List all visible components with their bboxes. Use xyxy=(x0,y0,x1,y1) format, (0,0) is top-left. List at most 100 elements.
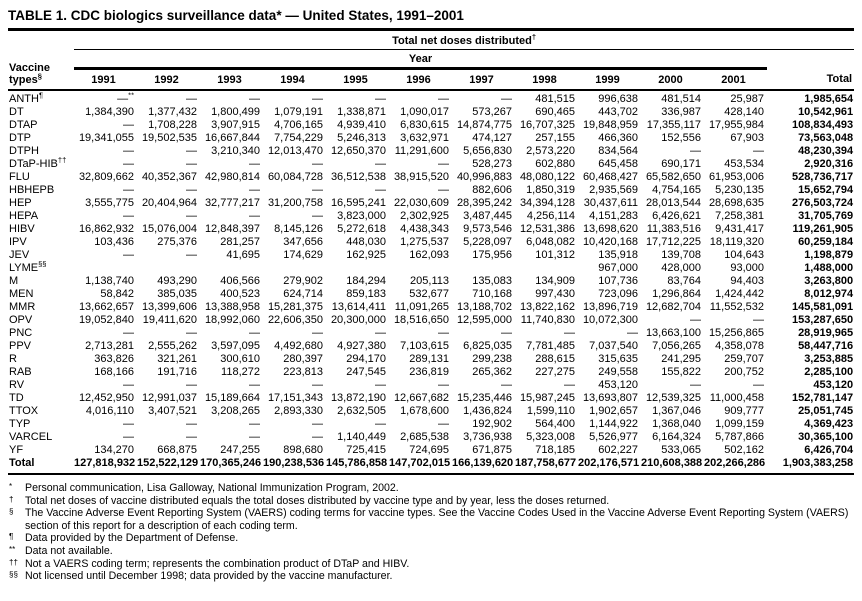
vaccine-name: LYME§§ xyxy=(9,259,47,274)
dose-cell: 2,685,538 xyxy=(400,431,449,443)
dose-cell: 4,706,165 xyxy=(274,119,323,131)
dose-cell: 710,168 xyxy=(472,288,512,300)
vaccine-name: DTaP-HIB†† xyxy=(9,155,67,170)
vaccine-name: DTPH xyxy=(9,145,39,157)
dose-cell: 443,702 xyxy=(598,106,638,118)
dose-cell: 93,000 xyxy=(730,262,764,274)
dose-cell: 22,030,609 xyxy=(393,197,449,209)
dose-cell xyxy=(326,262,389,275)
dose-cell: 42,980,814 xyxy=(204,171,260,183)
dose-cell: 175,956 xyxy=(472,249,512,261)
dose-cell: 18,516,650 xyxy=(393,314,449,326)
dose-cell: 294,170 xyxy=(346,353,386,365)
dose-cell: 15,987,245 xyxy=(519,392,575,404)
vaccine-name: YF xyxy=(9,444,24,456)
row-total-cell: 145,581,091 xyxy=(791,301,854,313)
table-row: DTPH — — 3,210,340 12,013,470 12,650,370 11,29… xyxy=(8,145,854,158)
row-total-cell: 4,369,423 xyxy=(804,418,854,430)
dose-cell: 13,188,702 xyxy=(456,301,512,313)
table-row: M 1,138,740 493,290 406,566 279,902 184,294 20… xyxy=(8,275,854,288)
dose-cell: 3,555,775 xyxy=(85,197,134,209)
dose-cell: 8,145,126 xyxy=(274,223,323,235)
dose-cell: — xyxy=(438,158,449,170)
row-total-cell: 1,985,654 xyxy=(804,93,854,105)
dose-cell: 5,526,977 xyxy=(589,431,638,443)
dose-cell: 1,902,657 xyxy=(589,405,638,417)
dose-cell: — xyxy=(186,249,197,261)
dose-cell: 192,902 xyxy=(472,418,512,430)
footnote-text: Personal communication, Lisa Galloway, N… xyxy=(25,482,399,494)
row-total-cell: 3,263,800 xyxy=(804,275,854,287)
dose-cell: 11,383,516 xyxy=(646,223,701,235)
vaccine-name: DT xyxy=(9,106,24,118)
surveillance-table: Vaccine types§ Total net doses distribut… xyxy=(8,31,855,475)
dose-cell xyxy=(200,262,263,275)
row-total-cell: 58,447,716 xyxy=(798,340,854,352)
dose-cell xyxy=(74,262,137,275)
dose-cell: — xyxy=(690,145,701,157)
vaccine-name: MMR xyxy=(9,301,36,313)
dose-cell: 34,394,128 xyxy=(519,197,575,209)
dose-cell: — xyxy=(186,431,197,443)
row-total-cell: 48,230,394 xyxy=(798,145,854,157)
dose-cell: 227,275 xyxy=(535,366,575,378)
dose-cell: 118,272 xyxy=(221,366,260,378)
dose-cell: 67,903 xyxy=(730,132,764,144)
dose-cell: 602,880 xyxy=(535,158,575,170)
table-row: R 363,826 321,261 300,610 280,397 294,170 289,… xyxy=(8,353,854,366)
dose-cell: 6,048,082 xyxy=(526,236,575,248)
dose-cell: 1,850,319 xyxy=(526,184,575,196)
dose-cell: — xyxy=(438,327,449,339)
dose-cell: 1,708,228 xyxy=(148,119,197,131)
dose-cell: 13,388,958 xyxy=(204,301,260,313)
dose-cell: 4,939,410 xyxy=(337,119,386,131)
dose-cell: 223,813 xyxy=(283,366,323,378)
vaccine-name: R xyxy=(9,353,17,365)
table-row: YF 134,270 668,875 247,255 898,680 725,415 724… xyxy=(8,444,854,457)
dose-cell: 162,093 xyxy=(409,249,449,261)
table-title: TABLE 1. CDC biologics surveillance data… xyxy=(8,4,854,31)
dose-cell: 4,754,165 xyxy=(652,184,701,196)
dose-cell: 10,420,168 xyxy=(582,236,638,248)
dose-cell: 15,189,664 xyxy=(204,392,260,404)
row-total-cell: 152,781,147 xyxy=(791,392,854,404)
table-row: MEN 58,842 385,035 400,523 624,714 859,183 532… xyxy=(8,288,854,301)
dose-cell: 300,610 xyxy=(220,353,260,365)
dose-cell: — xyxy=(249,210,260,222)
dose-cell: 347,656 xyxy=(283,236,323,248)
table-row: HEP 3,555,775 20,404,964 32,777,217 31,200,7… xyxy=(8,197,854,210)
dose-cell: 12,650,370 xyxy=(330,145,386,157)
vaccine-footnote-mark: †† xyxy=(57,155,67,165)
dose-cell: — xyxy=(249,418,260,430)
table-row: IPV 103,436 275,376 281,257 347,656 448,030 1,… xyxy=(8,236,854,249)
dose-cell: 166,139,620 xyxy=(452,457,515,475)
dose-cell: 7,781,485 xyxy=(526,340,575,352)
dose-cell: 428,000 xyxy=(661,262,701,274)
vaccine-name: OPV xyxy=(9,314,33,326)
dose-cell: 13,662,657 xyxy=(78,301,134,313)
dose-cell: 4,927,380 xyxy=(337,340,386,352)
row-total-cell: 119,261,905 xyxy=(792,223,854,235)
dose-cell: 162,925 xyxy=(346,249,386,261)
dose-cell: 9,573,546 xyxy=(463,223,512,235)
total-row-label: Total xyxy=(8,457,74,475)
dose-cell: 15,256,865 xyxy=(708,327,764,339)
footnote: §§ Not licensed until December 1998; data… xyxy=(8,570,854,583)
dose-cell: 107,736 xyxy=(598,275,638,287)
dose-cell: 533,065 xyxy=(661,444,701,456)
dose-cell: 624,714 xyxy=(283,288,323,300)
dose-cell: 4,438,343 xyxy=(400,223,449,235)
footnote-symbol: * xyxy=(9,482,13,491)
year-column-header: 1993 xyxy=(200,68,263,91)
row-total-cell: 28,919,965 xyxy=(798,327,854,339)
footnote: * Personal communication, Lisa Galloway, … xyxy=(8,482,854,495)
dose-cell: — xyxy=(186,210,197,222)
dose-cell: 528,273 xyxy=(472,158,512,170)
dose-cell: 13,698,620 xyxy=(582,223,638,235)
dose-cell: 2,713,281 xyxy=(85,340,134,352)
dose-cell: — xyxy=(312,418,323,430)
dose-cell: 11,091,265 xyxy=(394,301,449,313)
table-row: FLU 32,809,662 40,352,367 42,980,814 60,084,… xyxy=(8,171,854,184)
table-row: DTAP — 1,708,228 3,907,915 4,706,165 4,939,41… xyxy=(8,119,854,132)
dose-cell: 4,358,078 xyxy=(715,340,764,352)
